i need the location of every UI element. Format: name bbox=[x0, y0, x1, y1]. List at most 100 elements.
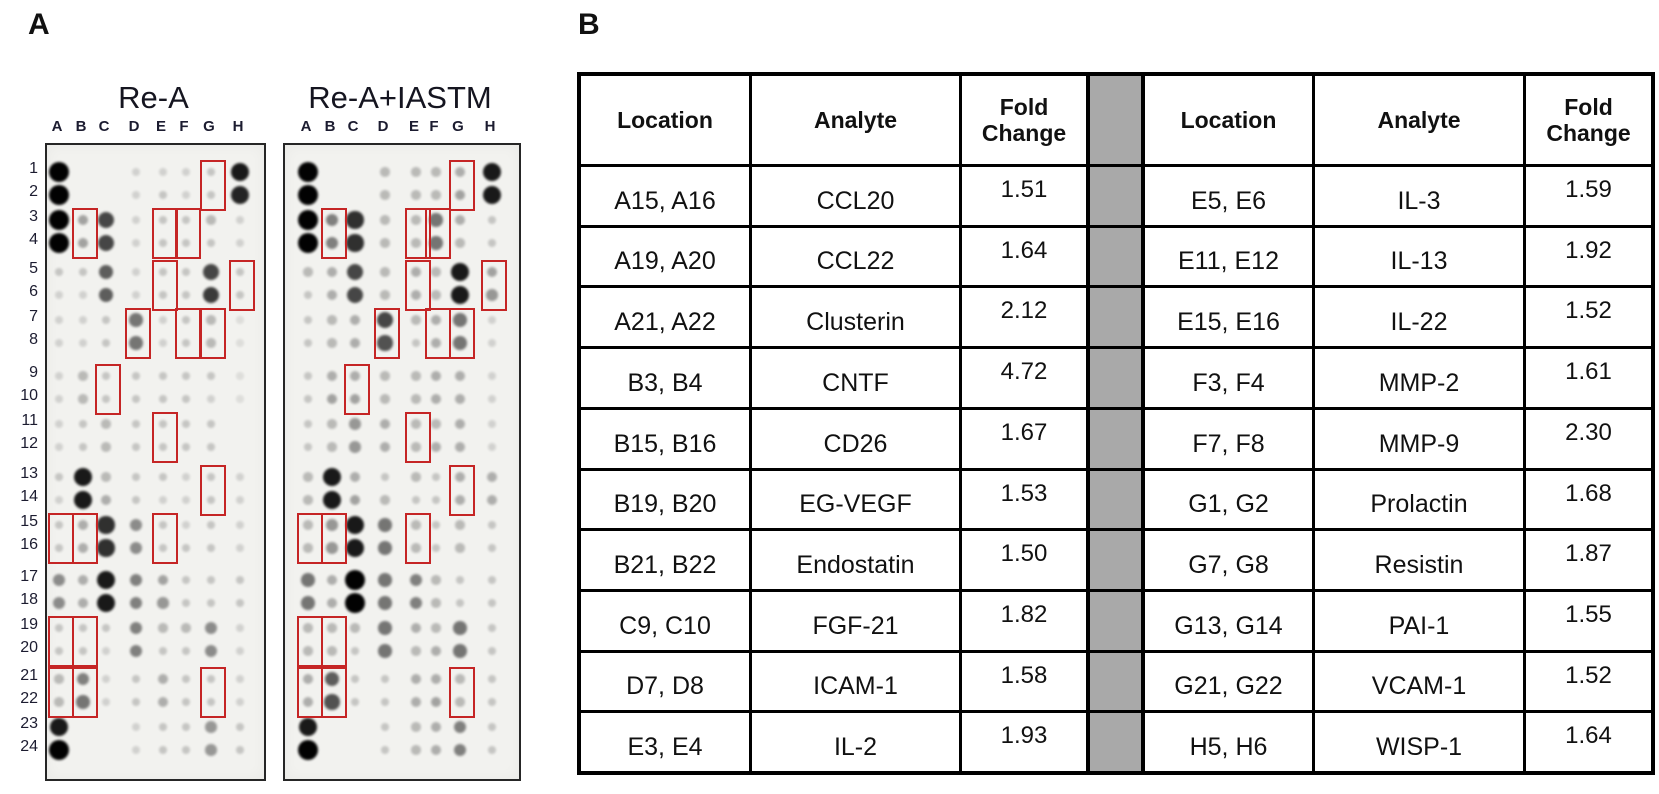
array-spot bbox=[181, 745, 191, 755]
array-spot bbox=[54, 623, 64, 633]
fold-change-cell: 1.52 bbox=[1526, 288, 1651, 347]
fold-change-subtable: Location Analyte Fold Change A15, A16 CCL20 1… bbox=[577, 72, 1090, 775]
array-spot bbox=[77, 519, 89, 531]
array-spot bbox=[454, 494, 466, 506]
array-spot bbox=[455, 543, 465, 553]
array-spot bbox=[206, 495, 216, 505]
array-spot bbox=[453, 621, 467, 635]
array-spot bbox=[181, 394, 191, 404]
highlight-box bbox=[152, 208, 178, 259]
array-spot bbox=[206, 315, 216, 325]
array-spot bbox=[487, 215, 497, 225]
array-spot bbox=[181, 495, 191, 505]
array-spot bbox=[54, 267, 64, 277]
array-spot bbox=[411, 419, 421, 429]
row-number: 19 bbox=[20, 616, 38, 633]
array-spot bbox=[131, 167, 141, 177]
array-spot bbox=[326, 574, 338, 586]
array-spot bbox=[235, 238, 245, 248]
array-spot bbox=[54, 543, 64, 553]
array-spot bbox=[131, 722, 141, 732]
array-spot bbox=[205, 744, 217, 756]
array-spot bbox=[101, 442, 111, 452]
highlight-box bbox=[321, 667, 347, 718]
array-spot bbox=[431, 520, 441, 530]
array-spot bbox=[97, 211, 115, 229]
array-spot bbox=[429, 236, 443, 250]
fold-change-cell: 1.59 bbox=[1526, 167, 1651, 225]
highlight-box bbox=[48, 513, 74, 564]
array-spot bbox=[431, 598, 441, 608]
array-spot bbox=[431, 623, 441, 633]
array-spot bbox=[101, 623, 111, 633]
array-spot bbox=[453, 336, 467, 350]
array-spot bbox=[206, 674, 216, 684]
fold-change-cell: 2.30 bbox=[1526, 409, 1651, 468]
analyte-cell: CCL22 bbox=[752, 227, 959, 286]
fold-change-cell: 1.93 bbox=[962, 713, 1086, 771]
array-spot bbox=[453, 743, 467, 757]
array-spot bbox=[409, 573, 423, 587]
array-spot bbox=[487, 520, 497, 530]
array-spot bbox=[76, 695, 90, 709]
fold-change-cell: 1.61 bbox=[1526, 349, 1651, 407]
array-spot bbox=[303, 520, 313, 530]
column-letter: F bbox=[179, 118, 189, 135]
array-spot bbox=[129, 518, 143, 532]
array-spot bbox=[235, 722, 245, 732]
fold-change-cell: 1.52 bbox=[1526, 652, 1651, 711]
spacer-cell bbox=[1090, 288, 1141, 347]
array-spot bbox=[181, 472, 191, 482]
array-spot bbox=[78, 315, 88, 325]
array-spot bbox=[454, 418, 466, 430]
array-spot bbox=[235, 520, 245, 530]
location-cell: B19, B20 bbox=[581, 470, 749, 529]
array-spot bbox=[411, 167, 421, 177]
array-spot bbox=[101, 472, 111, 482]
fold-change-cell: 1.53 bbox=[962, 470, 1086, 529]
array-spot bbox=[430, 393, 442, 405]
spacer-cell bbox=[1090, 76, 1141, 164]
array-spot bbox=[377, 335, 393, 351]
array-spot bbox=[235, 598, 245, 608]
array-spot bbox=[410, 696, 422, 708]
row-number: 4 bbox=[29, 231, 38, 248]
array-spot bbox=[181, 290, 191, 300]
array-spot bbox=[206, 575, 216, 585]
array-spot bbox=[324, 694, 340, 710]
array-spot bbox=[410, 289, 422, 301]
array-spot bbox=[455, 238, 465, 248]
highlight-box bbox=[297, 616, 323, 667]
array-spot bbox=[303, 394, 313, 404]
array-spot bbox=[303, 371, 313, 381]
fold-change-cell: 1.55 bbox=[1526, 591, 1651, 650]
array-spot bbox=[349, 393, 361, 405]
array-spot bbox=[206, 190, 216, 200]
array-spot bbox=[298, 740, 318, 760]
column-letter: E bbox=[408, 118, 419, 135]
array-spot bbox=[327, 623, 337, 633]
array-spot bbox=[78, 419, 88, 429]
array-spot bbox=[487, 315, 497, 325]
array-spot bbox=[453, 644, 467, 658]
array-spot bbox=[129, 313, 143, 327]
array-spot bbox=[181, 215, 191, 225]
array-spot bbox=[380, 495, 390, 505]
array-spot bbox=[49, 233, 69, 253]
array-spot bbox=[430, 696, 442, 708]
analyte-cell: VCAM-1 bbox=[1315, 652, 1523, 711]
analyte-cell: PAI-1 bbox=[1315, 591, 1523, 650]
array-spot bbox=[158, 315, 168, 325]
array-spot bbox=[487, 238, 497, 248]
highlight-box bbox=[321, 208, 347, 259]
array-spot bbox=[96, 593, 116, 613]
array-spot bbox=[454, 214, 466, 226]
array-spot bbox=[236, 316, 244, 324]
array-spot bbox=[158, 623, 168, 633]
fold-change-cell: 1.58 bbox=[962, 652, 1086, 711]
column-letter: C bbox=[98, 118, 110, 135]
array-spot bbox=[411, 190, 421, 200]
row-number: 14 bbox=[20, 488, 38, 505]
array-spot bbox=[129, 541, 143, 555]
